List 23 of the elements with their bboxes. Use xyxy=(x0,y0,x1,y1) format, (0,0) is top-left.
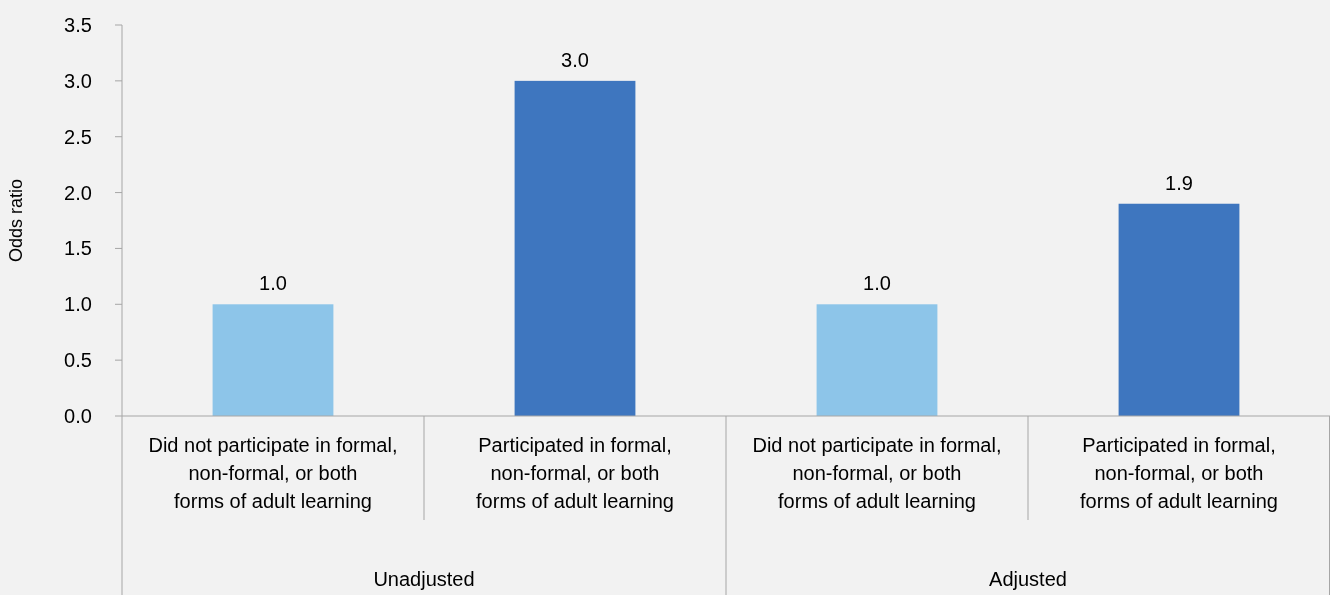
y-tick-label: 2.5 xyxy=(64,125,92,148)
data-label: 1.9 xyxy=(1165,171,1193,194)
bar xyxy=(212,304,334,416)
y-tick-label: 3.5 xyxy=(64,14,92,36)
text: Unadjusted xyxy=(373,568,475,590)
bar xyxy=(514,80,636,416)
bar xyxy=(816,304,938,416)
x-tick-label: Did not participate in formal, non-formal, or both forms of adult learning xyxy=(752,434,1002,512)
y-tick-label: 1.0 xyxy=(64,293,92,316)
data-label: 1.0 xyxy=(259,272,287,295)
data-label: 1.0 xyxy=(863,272,891,295)
y-tick-label: 1.5 xyxy=(64,237,92,260)
bar xyxy=(1118,203,1240,416)
x-tick-label: Participated in formal, non-formal, or both forms of adult learning xyxy=(1080,434,1278,512)
x-tick-label: Participated in formal, non-formal, or both forms of adult learning xyxy=(476,434,674,512)
y-tick-label: 2.0 xyxy=(64,181,92,204)
data-label: 3.0 xyxy=(561,48,589,71)
y-axis-title: Odds ratio xyxy=(6,178,26,263)
y-tick-label: 0.5 xyxy=(64,349,92,372)
text: Adjusted xyxy=(989,568,1067,590)
x-tick-label: Did not participate in formal, non-formal, or both forms of adult learning xyxy=(148,434,398,512)
y-tick-label: 0.0 xyxy=(64,405,92,427)
y-tick-label: 3.0 xyxy=(64,69,92,92)
